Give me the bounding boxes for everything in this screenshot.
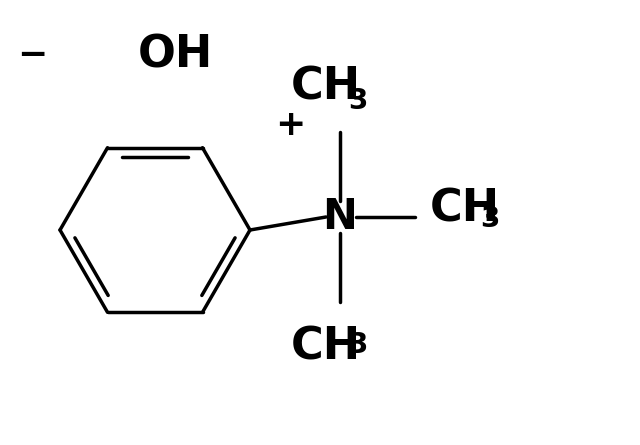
Text: CH: CH	[291, 325, 361, 368]
Text: OH: OH	[138, 33, 212, 77]
Text: CH: CH	[430, 187, 500, 231]
Text: CH: CH	[291, 66, 361, 109]
Text: −: −	[17, 38, 47, 72]
Text: 3: 3	[480, 205, 499, 233]
Text: 3: 3	[348, 87, 368, 115]
Text: N: N	[323, 196, 357, 238]
Text: +: +	[275, 108, 305, 142]
Text: 3: 3	[348, 331, 368, 359]
